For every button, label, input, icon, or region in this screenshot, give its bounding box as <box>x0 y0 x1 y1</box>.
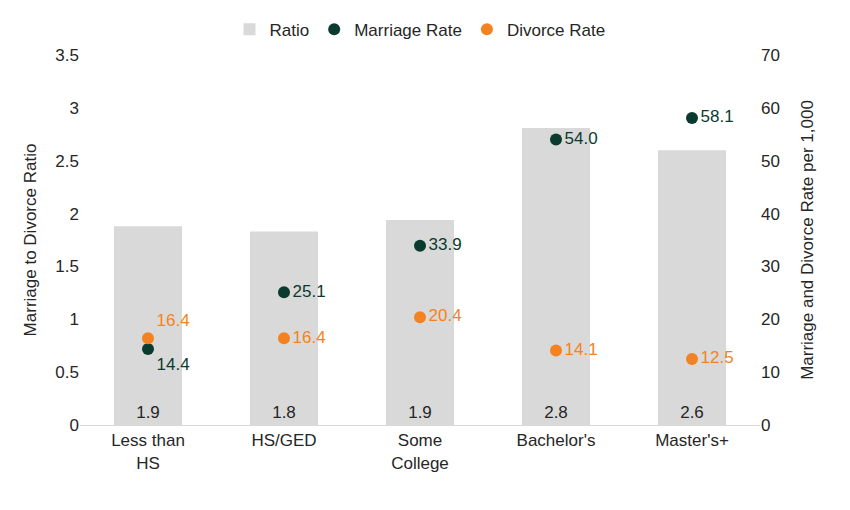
svg-text:3: 3 <box>70 99 79 118</box>
svg-text:70: 70 <box>761 46 780 65</box>
svg-text:20: 20 <box>761 310 780 329</box>
svg-text:33.9: 33.9 <box>429 235 462 254</box>
svg-text:16.4: 16.4 <box>293 328 326 347</box>
svg-text:58.1: 58.1 <box>701 107 734 126</box>
svg-text:2.5: 2.5 <box>55 152 79 171</box>
svg-text:1: 1 <box>70 310 79 329</box>
svg-text:10: 10 <box>761 363 780 382</box>
svg-text:0.5: 0.5 <box>55 363 79 382</box>
svg-text:1.9: 1.9 <box>408 403 432 422</box>
svg-text:1.5: 1.5 <box>55 257 79 276</box>
svg-text:1.8: 1.8 <box>272 403 296 422</box>
svg-text:0: 0 <box>70 416 79 435</box>
svg-text:0: 0 <box>761 416 770 435</box>
svg-text:14.1: 14.1 <box>565 340 598 359</box>
svg-text:Marriage and Divorce Rate per: Marriage and Divorce Rate per 1,000 <box>798 100 817 380</box>
svg-text:Ratio: Ratio <box>270 21 310 40</box>
svg-text:30: 30 <box>761 257 780 276</box>
svg-text:Marriage Rate: Marriage Rate <box>354 21 462 40</box>
svg-text:2.8: 2.8 <box>544 403 568 422</box>
svg-text:60: 60 <box>761 99 780 118</box>
svg-text:Marriage to Divorce Ratio: Marriage to Divorce Ratio <box>21 144 40 337</box>
svg-text:20.4: 20.4 <box>429 306 462 325</box>
svg-text:Less thanHS: Less thanHS <box>111 431 185 472</box>
svg-text:2: 2 <box>70 205 79 224</box>
svg-text:14.4: 14.4 <box>157 355 190 374</box>
svg-text:Master's+: Master's+ <box>655 431 729 450</box>
svg-text:40: 40 <box>761 205 780 224</box>
svg-text:Divorce Rate: Divorce Rate <box>507 21 605 40</box>
svg-text:12.5: 12.5 <box>701 348 734 367</box>
svg-text:50: 50 <box>761 152 780 171</box>
svg-text:Bachelor's: Bachelor's <box>517 431 596 450</box>
svg-text:54.0: 54.0 <box>565 129 598 148</box>
svg-text:SomeCollege: SomeCollege <box>391 431 449 472</box>
svg-text:2.6: 2.6 <box>680 403 704 422</box>
svg-text:HS/GED: HS/GED <box>251 431 316 450</box>
svg-text:1.9: 1.9 <box>136 403 160 422</box>
svg-text:25.1: 25.1 <box>293 282 326 301</box>
svg-text:16.4: 16.4 <box>157 311 190 330</box>
svg-text:3.5: 3.5 <box>55 46 79 65</box>
